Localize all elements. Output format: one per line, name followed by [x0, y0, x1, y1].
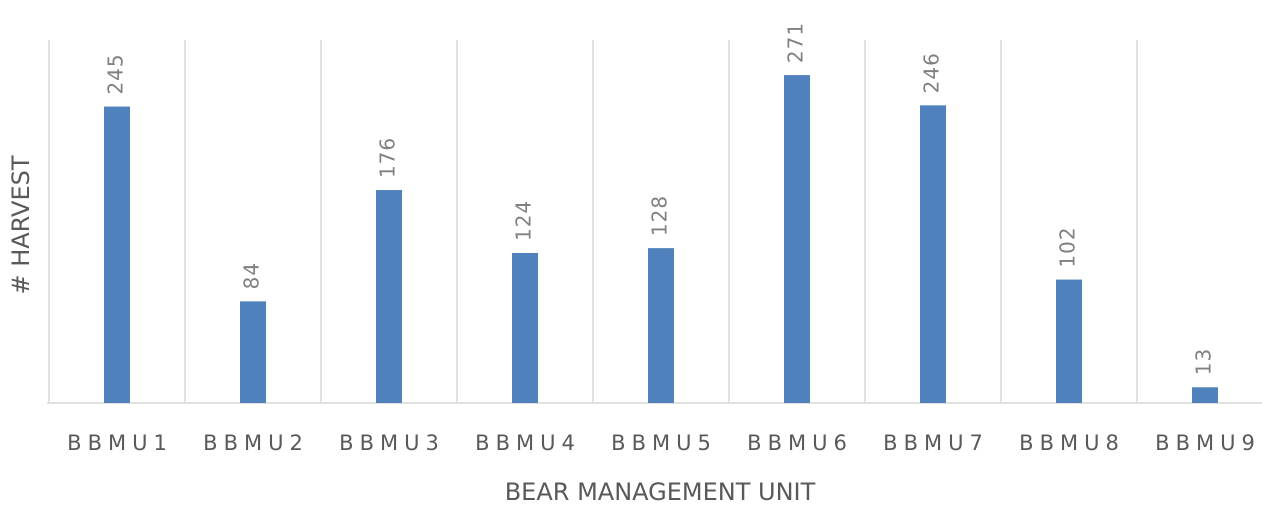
- x-tick-label: BBMU1: [67, 431, 173, 455]
- x-tick-label: BBMU5: [611, 431, 717, 455]
- x-tick-label: BBMU9: [1155, 431, 1261, 455]
- value-label: 124: [512, 200, 536, 241]
- bar: [376, 190, 402, 403]
- bar: [1192, 387, 1218, 403]
- x-axis-title: BEAR MANAGEMENT UNIT: [505, 478, 816, 506]
- x-tick-label: BBMU3: [339, 431, 445, 455]
- value-label: 13: [1192, 348, 1216, 375]
- x-tick-label: BBMU8: [1019, 431, 1125, 455]
- y-axis-title: # HARVEST: [7, 155, 35, 294]
- value-label: 246: [920, 52, 944, 93]
- x-tick-label: BBMU7: [883, 431, 989, 455]
- x-tick-label: BBMU4: [475, 431, 581, 455]
- value-label: 102: [1056, 226, 1080, 267]
- bar: [1056, 279, 1082, 403]
- value-label: 128: [648, 195, 672, 236]
- bar: [512, 252, 538, 403]
- value-label: 84: [240, 262, 264, 289]
- x-tick-label: BBMU6: [747, 431, 853, 455]
- bar: [240, 301, 266, 403]
- value-label: 245: [104, 53, 128, 94]
- bar: [784, 75, 810, 403]
- bar: [648, 248, 674, 403]
- bar: [104, 106, 130, 404]
- value-label: 176: [376, 137, 400, 178]
- value-label: 271: [784, 22, 808, 63]
- bar: [920, 105, 946, 403]
- x-tick-label: BBMU2: [203, 431, 309, 455]
